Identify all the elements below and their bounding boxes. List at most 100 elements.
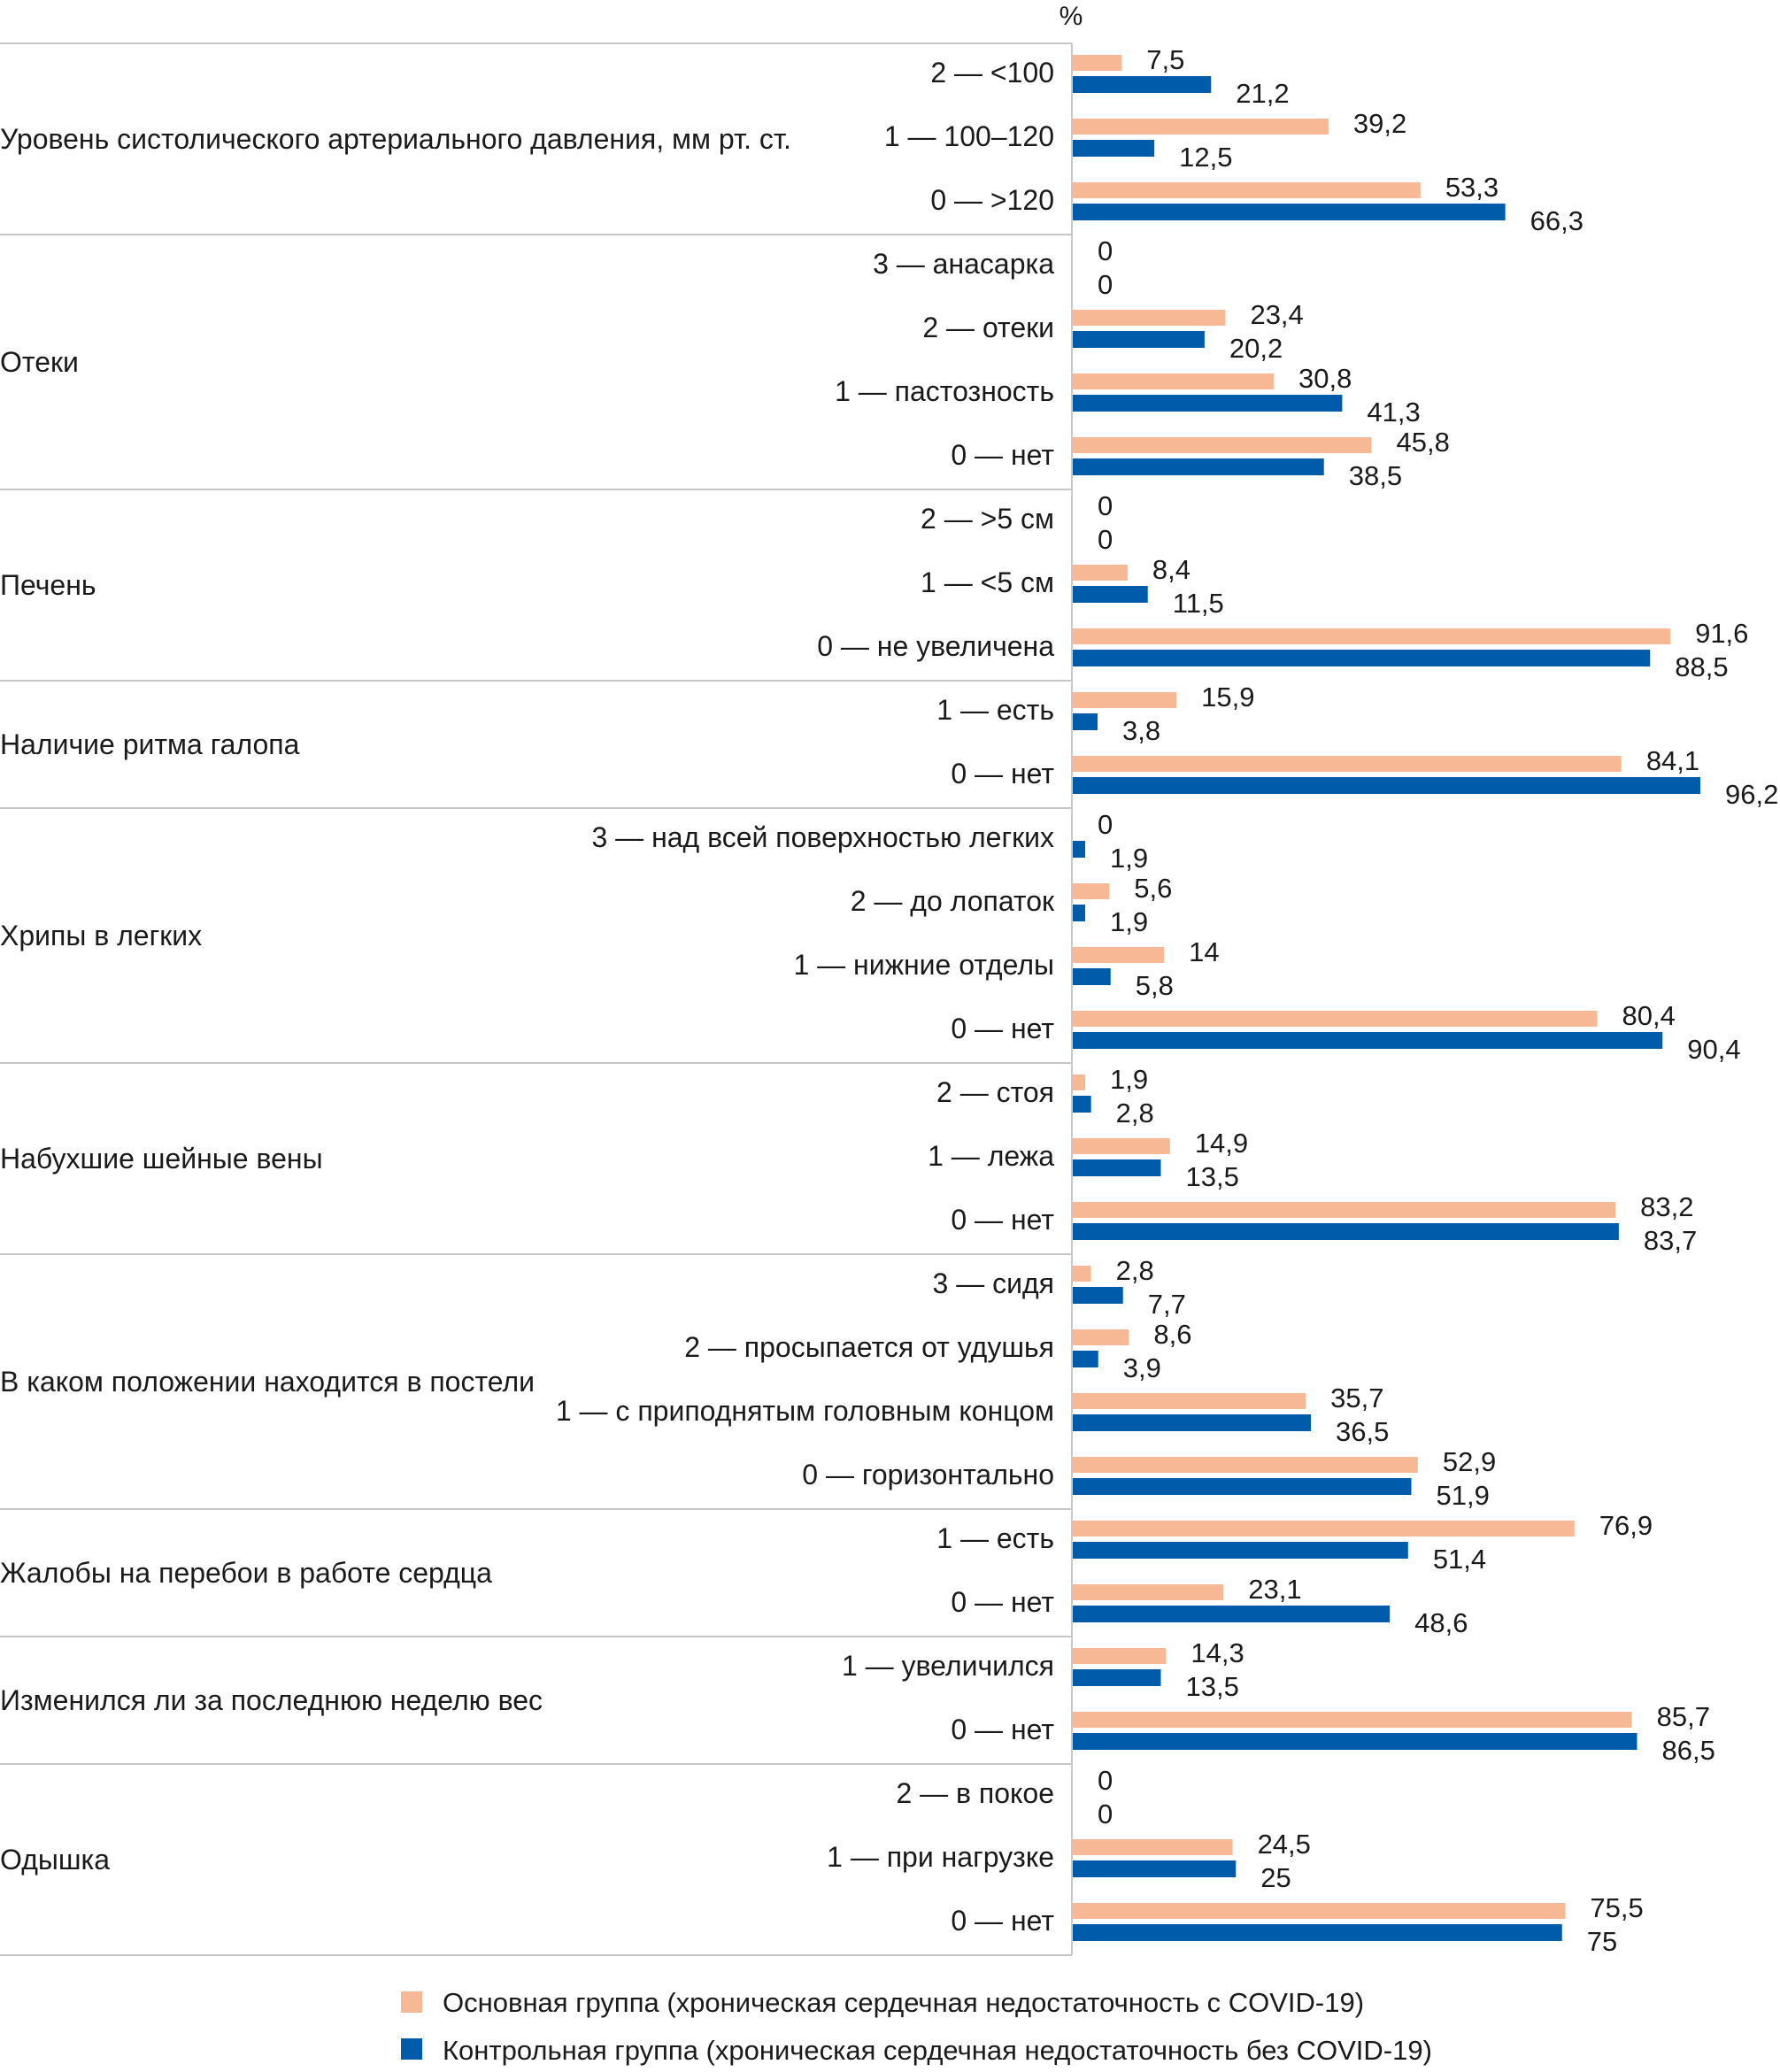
row-label: 0 — >120: [930, 184, 1054, 216]
row-label: 0 — нет: [951, 439, 1054, 471]
bar-control: [1073, 1159, 1161, 1176]
value-label-main: 0: [1098, 809, 1113, 840]
bar-control: [1073, 777, 1700, 794]
value-label-control: 41,3: [1367, 397, 1420, 427]
row-label: 2 — в покое: [896, 1777, 1054, 1809]
bar-control: [1073, 1924, 1562, 1941]
value-label-main: 14,3: [1191, 1637, 1244, 1668]
bar-control: [1073, 1096, 1091, 1113]
group-title: Уровень систолического артериального дав…: [0, 123, 791, 155]
row-label: 1 — пастозность: [835, 375, 1054, 407]
group: Печень 2 — >5 см 00 1 — <5 см 8,411,5 0 — не …: [0, 490, 1748, 682]
bar-control: [1073, 76, 1212, 93]
value-label-control: 88,5: [1675, 651, 1728, 682]
value-label-main: 5,6: [1134, 873, 1172, 904]
bar-control: [1073, 1606, 1391, 1622]
value-label-main: 14: [1189, 936, 1219, 967]
row-label: 2 — до лопаток: [851, 885, 1055, 917]
value-label-control: 0: [1098, 269, 1113, 300]
value-label-main: 80,4: [1622, 1000, 1676, 1031]
row-label: 2 — стоя: [936, 1076, 1054, 1108]
group: Наличие ритма галопа 1 — есть 15,9 3,8 0 — н…: [0, 682, 1778, 810]
bar-main: [1073, 1648, 1167, 1664]
bar-main: [1073, 1011, 1598, 1027]
value-label-control: 83,7: [1644, 1225, 1697, 1256]
bar-control: [1073, 1542, 1408, 1559]
value-label-control: 3,8: [1122, 715, 1160, 746]
row-label: 1 — увеличился: [842, 1650, 1054, 1682]
bar-main: [1073, 883, 1110, 899]
value-label-control: 51,9: [1437, 1480, 1490, 1511]
bar-main: [1073, 947, 1165, 963]
bar-control: [1073, 1669, 1161, 1686]
value-label-main: 24,5: [1258, 1829, 1311, 1860]
value-label-main: 91,6: [1695, 618, 1748, 649]
bar-main: [1073, 310, 1226, 326]
value-label-main: 53,3: [1445, 172, 1499, 203]
value-label-main: 0: [1098, 235, 1113, 266]
bar-main: [1073, 1521, 1575, 1537]
value-label-main: 0: [1098, 490, 1113, 521]
row-label: 0 — не увеличена: [817, 630, 1054, 662]
row-label: 1 — при нагрузке: [827, 1841, 1054, 1873]
value-label-control: 0: [1098, 1799, 1113, 1829]
row-label: 2 — отеки: [922, 312, 1054, 343]
group-title: Наличие ритма галопа: [0, 728, 300, 760]
group: Отеки 3 — анасарка 00 2 — отеки 23,420,2 1 — …: [0, 235, 1450, 491]
legend: Основная группа (хроническая сердечная н…: [401, 1987, 1432, 2066]
bar-control: [1073, 968, 1111, 985]
row-label: 0 — нет: [951, 1586, 1054, 1618]
bar-control: [1073, 1032, 1663, 1049]
value-label-main: 30,8: [1298, 363, 1352, 394]
group-title: Хрипы в легких: [0, 920, 202, 951]
group: Одышка 2 — в покое 00 1 — при нагрузке 24,52…: [0, 1765, 1644, 1957]
value-label-control: 48,6: [1414, 1607, 1468, 1638]
value-label-control: 86,5: [1662, 1735, 1715, 1766]
row-label: 0 — нет: [951, 758, 1054, 790]
bar-main: [1073, 1202, 1616, 1218]
row-label: 3 — над всей поверхностью легких: [591, 821, 1054, 853]
bar-control: [1073, 841, 1086, 858]
row-label: 0 — нет: [951, 1905, 1054, 1937]
value-label-control: 21,2: [1236, 78, 1289, 109]
value-label-control: 20,2: [1229, 333, 1283, 364]
value-label-control: 25: [1260, 1862, 1291, 1893]
chart-groups: Уровень систолического артериального дав…: [0, 44, 1778, 1957]
bar-main: [1073, 565, 1128, 581]
group-title: Отеки: [0, 346, 79, 378]
value-label-control: 2,8: [1116, 1098, 1154, 1128]
bar-main: [1073, 1393, 1306, 1409]
value-label-main: 0: [1098, 1765, 1113, 1796]
bar-control: [1073, 1733, 1637, 1750]
row-label: 0 — нет: [951, 1714, 1054, 1745]
group-title: Печень: [0, 569, 96, 601]
value-label-control: 0: [1098, 524, 1113, 555]
row-label: 0 — нет: [951, 1013, 1054, 1044]
legend-swatch-main: [401, 1991, 422, 2013]
bar-main: [1073, 182, 1421, 198]
value-label-main: 15,9: [1201, 682, 1254, 712]
value-label-control: 38,5: [1349, 460, 1402, 491]
value-label-main: 35,7: [1330, 1383, 1383, 1413]
bar-main: [1073, 756, 1622, 772]
bar-main: [1073, 1266, 1091, 1282]
row-label: 1 — лежа: [928, 1140, 1054, 1172]
group-title: Набухшие шейные вены: [0, 1143, 323, 1175]
row-label: 1 — есть: [936, 694, 1054, 726]
value-label-control: 1,9: [1110, 906, 1148, 937]
row-label: 2 — просыпается от удушья: [684, 1331, 1054, 1363]
group: Набухшие шейные вены 2 — стоя 1,92,8 1 — ле…: [0, 1064, 1697, 1256]
row-label: 1 — есть: [936, 1522, 1054, 1554]
value-label-main: 45,8: [1397, 427, 1450, 458]
value-label-control: 66,3: [1530, 205, 1584, 236]
row-label: 0 — горизонтально: [802, 1459, 1054, 1490]
row-label: 1 — <5 см: [921, 566, 1054, 598]
bar-main: [1073, 1903, 1566, 1919]
value-label-main: 7,5: [1146, 44, 1184, 75]
bar-control: [1073, 1287, 1123, 1304]
value-label-main: 52,9: [1443, 1446, 1496, 1477]
bar-main: [1073, 1839, 1233, 1855]
bar-main: [1073, 1075, 1086, 1090]
group: В каком положении находится в постели 3 —…: [0, 1255, 1496, 1511]
